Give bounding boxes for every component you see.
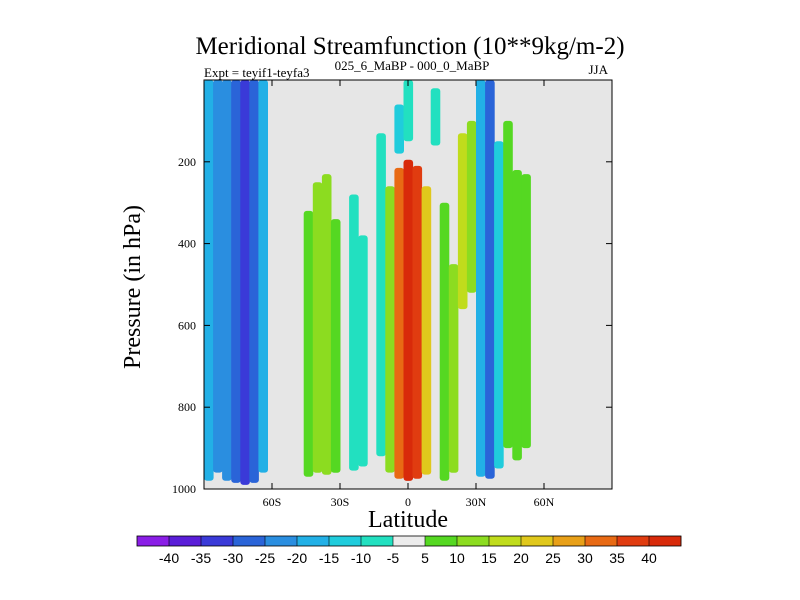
colorbar-swatch [489, 536, 522, 546]
colorbar-label: -40 [159, 550, 179, 566]
y-tick-label: 1000 [172, 482, 196, 496]
colorbar-swatch [649, 536, 682, 546]
colorbar-label: 25 [545, 550, 561, 566]
contour-cell [448, 264, 459, 473]
left-subtitle: Expt = teyif1-teyfa3 [204, 65, 310, 80]
y-tick-label: 600 [178, 318, 196, 332]
contour-cell [503, 120, 513, 449]
colorbar-swatch [553, 536, 586, 546]
contour-cell [213, 80, 223, 473]
contour-cell [240, 80, 250, 485]
contour-cell [394, 167, 404, 479]
contour-cell [394, 104, 404, 154]
colorbar-swatch [297, 536, 330, 546]
contour-fill-layer [204, 80, 531, 485]
colorbar-label: 30 [577, 550, 593, 566]
contour-cell [403, 159, 414, 481]
x-tick-label: 30N [466, 495, 487, 509]
colorbar-label: 35 [609, 550, 625, 566]
colorbar-swatch [425, 536, 458, 546]
contour-cell [466, 120, 477, 293]
x-tick-label: 60S [263, 495, 282, 509]
colorbar-label: 40 [641, 550, 657, 566]
colorbar-swatch [201, 536, 234, 546]
colorbar-label: 5 [421, 550, 429, 566]
colorbar-swatch [617, 536, 650, 546]
contour-cell [421, 186, 432, 475]
colorbar-label: -15 [319, 550, 339, 566]
colorbar-label: -20 [287, 550, 307, 566]
colorbar-label: -30 [223, 550, 243, 566]
contour-cell [485, 80, 495, 479]
contour-cell [439, 202, 450, 481]
colorbar-swatch [585, 536, 618, 546]
x-axis-label: Latitude [368, 507, 448, 533]
chart-title: Meridional Streamfunction (10**9kg/m-2) [195, 33, 624, 60]
x-tick-label: 30S [331, 495, 350, 509]
y-tick-label: 400 [178, 237, 196, 251]
y-axis-label: Pressure (in hPa) [120, 205, 146, 369]
colorbar-swatch [137, 536, 170, 546]
y-tick-label: 200 [178, 155, 196, 169]
colorbar-label: -10 [351, 550, 371, 566]
contour-cell [349, 194, 359, 471]
contour-cell [512, 170, 522, 461]
contour-cell [494, 141, 504, 469]
contour-cell [385, 186, 395, 473]
contour-cell [321, 174, 332, 475]
colorbar-swatch [393, 536, 426, 546]
colorbar-swatch [265, 536, 298, 546]
colorbar-label: -35 [191, 550, 211, 566]
contour-cell [330, 219, 341, 473]
contour-cell [358, 235, 368, 467]
colorbar-swatch [233, 536, 266, 546]
contour-cell [403, 80, 414, 142]
x-tick-label: 60N [534, 495, 555, 509]
contour-cell [258, 80, 268, 473]
colorbar-swatch [457, 536, 490, 546]
colorbar-label: -25 [255, 550, 275, 566]
contour-cell [412, 165, 423, 479]
y-axis-ticks: 200 400 600 800 1000 [172, 155, 612, 496]
contour-cell [222, 80, 232, 481]
colorbar-label: -5 [387, 550, 400, 566]
colorbar: -40 -35 -30 -25 -20 -15 -10 -5 5 10 15 20 25 30 35 40 [136, 535, 682, 566]
contour-cell [521, 174, 531, 449]
right-subtitle: JJA [588, 62, 608, 77]
contour-cell [457, 133, 468, 310]
colorbar-label: 20 [513, 550, 529, 566]
contour-cell [303, 210, 314, 477]
colorbar-swatch [329, 536, 362, 546]
contour-cell [231, 80, 241, 483]
contour-cell [204, 80, 214, 481]
colorbar-swatch [169, 536, 202, 546]
center-subtitle: 025_6_MaBP - 000_0_MaBP [335, 58, 490, 73]
contour-cell [312, 182, 323, 473]
colorbar-frame [136, 535, 682, 547]
contour-cell [476, 80, 486, 477]
contour-cell [430, 88, 441, 146]
y-tick-label: 800 [178, 400, 196, 414]
x-axis-ticks: 60S 30S 0 30N 60N [263, 80, 555, 509]
colorbar-swatch [521, 536, 554, 546]
colorbar-swatch [361, 536, 394, 546]
x-tick-label: 0 [405, 495, 411, 509]
colorbar-label: 10 [449, 550, 465, 566]
colorbar-label: 15 [481, 550, 497, 566]
contour-cell [376, 133, 386, 457]
contour-cell [249, 80, 259, 483]
